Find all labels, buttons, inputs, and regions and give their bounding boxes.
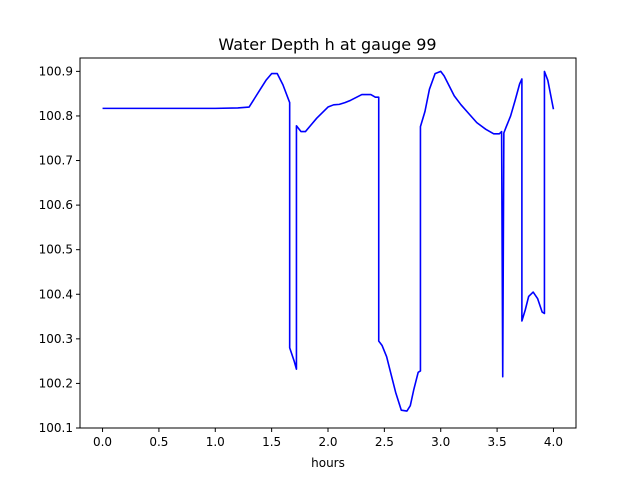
- x-axis-label: hours: [311, 456, 345, 470]
- y-tick-label: 100.3: [39, 332, 73, 346]
- x-tick-label: 1.0: [206, 435, 225, 449]
- x-tick-label: 0.5: [149, 435, 168, 449]
- y-tick-label: 100.6: [39, 198, 73, 212]
- y-tick-label: 100.8: [39, 109, 73, 123]
- x-tick-label: 0.0: [93, 435, 112, 449]
- y-tick-label: 100.7: [39, 154, 73, 168]
- y-tick-label: 100.2: [39, 376, 73, 390]
- water-depth-series-line: [102, 70, 555, 412]
- y-tick-label: 100.1: [39, 421, 73, 435]
- y-tick-label: 100.5: [39, 243, 73, 257]
- y-tick-label: 100.4: [39, 287, 73, 301]
- y-tick-label: 100.9: [39, 64, 73, 78]
- y-axis: 100.1 100.2 100.3 100.4 100.5 100.6 100.7 100.8…: [39, 64, 80, 435]
- chart-title: Water Depth h at gauge 99: [218, 35, 436, 54]
- x-tick-label: 1.5: [262, 435, 281, 449]
- x-axis: 0.0 0.5 1.0 1.5 2.0 2.5 3.0 3.5 4.0: [93, 428, 563, 449]
- x-tick-label: 2.5: [375, 435, 394, 449]
- x-tick-label: 4.0: [544, 435, 563, 449]
- x-tick-label: 3.5: [488, 435, 507, 449]
- x-tick-label: 2.0: [318, 435, 337, 449]
- x-tick-label: 3.0: [431, 435, 450, 449]
